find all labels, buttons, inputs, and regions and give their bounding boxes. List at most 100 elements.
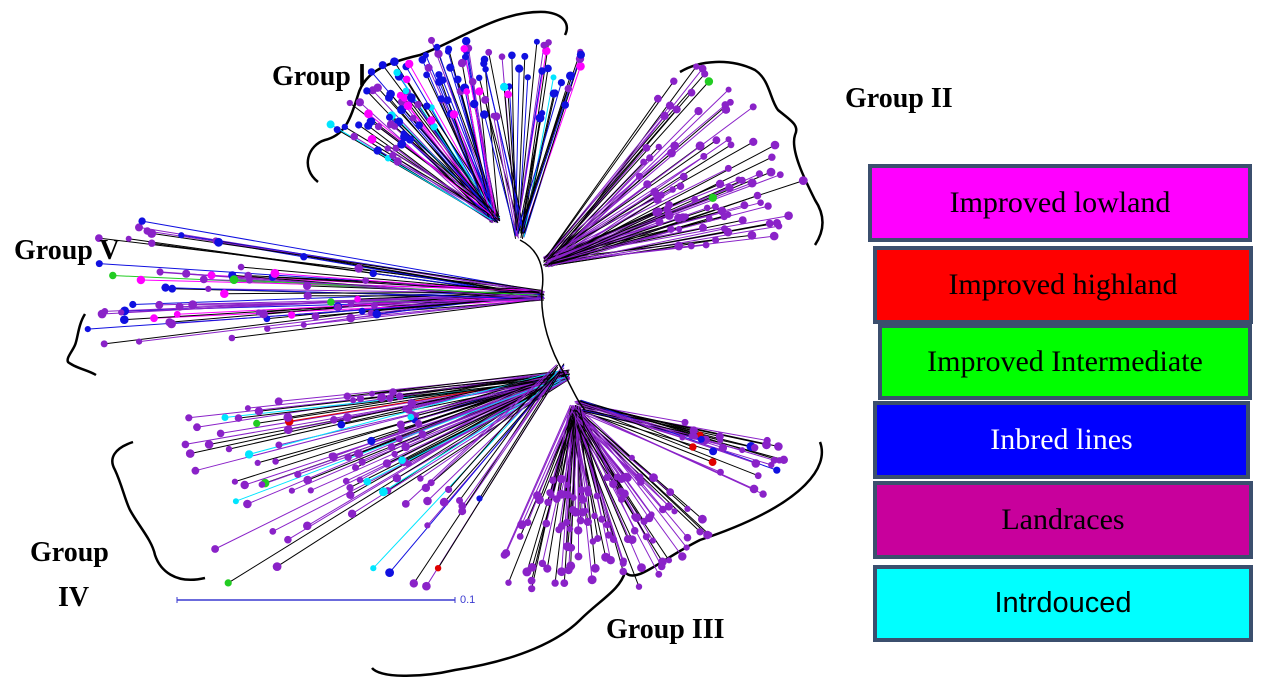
tree-tip xyxy=(700,152,708,160)
tree-tip xyxy=(333,126,341,134)
tree-tip xyxy=(609,535,618,544)
tree-tip xyxy=(708,458,717,466)
tree-tip xyxy=(370,565,377,572)
tree-branch xyxy=(550,180,804,265)
tree-tip xyxy=(453,75,462,84)
tree-tip xyxy=(606,556,615,565)
tree-tip xyxy=(773,219,781,227)
tree-tip xyxy=(253,419,261,427)
tree-tip xyxy=(691,433,698,440)
tree-tip xyxy=(500,82,509,91)
tree-tip xyxy=(244,450,254,459)
tree-branch xyxy=(547,228,680,268)
tree-branch xyxy=(547,146,660,263)
tree-tip xyxy=(326,120,335,129)
tree-branches xyxy=(87,40,804,589)
tree-tip xyxy=(400,130,407,137)
tree-tip xyxy=(574,526,583,535)
group-label-5: Group V xyxy=(14,235,120,266)
tree-tip xyxy=(373,83,382,92)
tree-branch xyxy=(430,365,558,484)
tree-tip xyxy=(303,281,312,290)
tree-tip xyxy=(389,151,397,159)
tree-branch xyxy=(543,223,770,266)
tree-tip xyxy=(403,101,413,111)
tree-tip xyxy=(84,326,91,333)
tree-tip xyxy=(696,528,704,536)
tree-branch xyxy=(574,409,683,557)
tree-tip xyxy=(129,300,137,309)
tree-tip xyxy=(439,497,449,507)
tree-tip xyxy=(674,213,684,223)
tree-tip xyxy=(576,62,585,71)
tree-tip xyxy=(401,500,410,508)
tree-tip xyxy=(363,87,371,95)
tree-tip xyxy=(395,435,403,443)
tree-tip xyxy=(566,525,574,533)
tree-tip xyxy=(382,459,392,468)
tree-tip xyxy=(445,485,453,494)
tree-tip xyxy=(669,186,676,193)
tree-tip xyxy=(367,134,377,144)
tree-tip xyxy=(749,484,759,494)
tree-branch xyxy=(575,411,664,510)
tree-tip xyxy=(400,94,409,102)
tree-branch xyxy=(574,407,670,507)
tree-branch xyxy=(427,369,563,502)
tree-tip xyxy=(409,579,418,588)
tree-branch xyxy=(520,75,571,232)
tree-tip xyxy=(665,557,673,564)
tree-tip xyxy=(355,98,364,107)
tree-tip xyxy=(717,206,727,216)
tree-tip xyxy=(182,269,191,278)
tree-tip xyxy=(343,392,351,400)
tree-tip xyxy=(683,533,692,542)
tree-tip xyxy=(307,487,314,494)
tree-branch xyxy=(247,370,566,505)
tree-tip xyxy=(254,407,264,416)
group-label-1: Group Ⅰ xyxy=(272,61,367,92)
tree-tip xyxy=(95,234,103,243)
tree-tip xyxy=(329,452,338,462)
tree-tip xyxy=(232,498,239,505)
tree-branch xyxy=(548,155,705,258)
tree-branch xyxy=(190,372,563,455)
tree-tip xyxy=(391,123,398,130)
tree-tip xyxy=(563,490,572,499)
tree-branch xyxy=(577,410,703,520)
tree-tip xyxy=(634,473,644,482)
tree-tip xyxy=(768,153,776,161)
tree-branch xyxy=(457,79,497,220)
tree-tip xyxy=(234,414,243,422)
tree-tip xyxy=(379,487,388,497)
tree-tip xyxy=(751,444,759,452)
tree-tip xyxy=(740,201,749,210)
tree-tip xyxy=(407,398,417,408)
tree-tip xyxy=(687,88,696,97)
tree-tip xyxy=(386,113,393,121)
tree-branch xyxy=(573,408,714,452)
tree-tip xyxy=(347,509,357,518)
tree-tip xyxy=(576,516,585,525)
tree-branch xyxy=(266,291,538,320)
tree-branch xyxy=(574,409,721,473)
tree-branch xyxy=(368,113,496,219)
tree-tip xyxy=(678,552,687,561)
tree-tip xyxy=(721,101,730,109)
tree-tip xyxy=(204,440,214,449)
tree-tip xyxy=(725,86,732,93)
tree-tip xyxy=(330,416,338,424)
tree-tip xyxy=(402,406,409,412)
tree-tip xyxy=(773,466,781,474)
tree-tip xyxy=(545,39,552,46)
tree-tip xyxy=(272,458,279,465)
legend-item-inbred-lines: Inbred lines xyxy=(873,401,1250,479)
tree-tip xyxy=(155,300,164,309)
tree-tip xyxy=(705,215,713,222)
tree-tip xyxy=(135,223,143,232)
tree-tip xyxy=(480,60,488,68)
tree-branch xyxy=(549,167,729,259)
tree-tip xyxy=(676,182,685,190)
tree-tip xyxy=(585,485,592,492)
tree-tip xyxy=(774,442,783,451)
